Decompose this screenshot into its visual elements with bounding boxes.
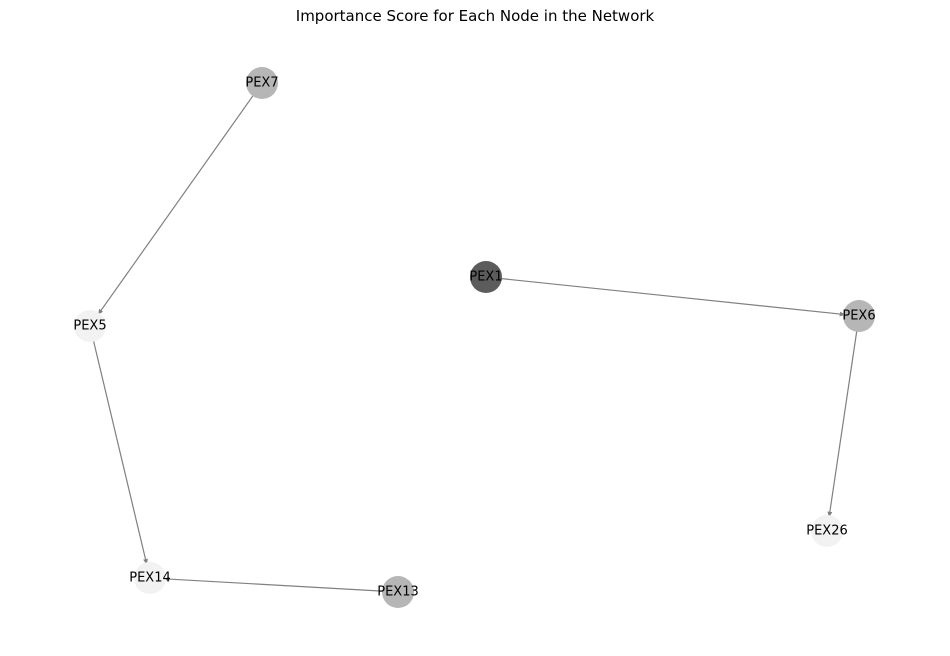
node-circle [811, 515, 843, 547]
edge-pex13-pex14 [163, 576, 389, 593]
node-pex14: PEX14 [129, 562, 171, 594]
node-label: PEX26 [806, 524, 848, 539]
node-circle [382, 576, 414, 608]
node-pex6: PEX6 [842, 300, 876, 332]
node-label: PEX6 [842, 309, 875, 324]
node-pex1: PEX1 [469, 261, 503, 293]
edge-pex6-pex26 [827, 325, 859, 518]
node-circle [134, 562, 166, 594]
node-pex7: PEX7 [245, 67, 279, 99]
node-label: PEX7 [245, 76, 278, 91]
node-pex13: PEX13 [377, 576, 419, 608]
edges-layer [91, 90, 859, 593]
node-label: PEX13 [377, 585, 419, 600]
node-pex5: PEX5 [73, 310, 107, 342]
node-circle [843, 300, 875, 332]
nodes-layer: PEX7 PEX5 PEX14 PEX13 PEX1 PEX6 PEX26 [73, 67, 876, 608]
node-pex26: PEX26 [806, 515, 848, 547]
edge-pex5-pex14 [91, 335, 148, 565]
node-label: PEX1 [469, 270, 502, 285]
node-label: PEX5 [73, 319, 106, 334]
edge-pex1-pex6 [495, 277, 846, 317]
node-circle [74, 310, 106, 342]
node-label: PEX14 [129, 571, 171, 586]
node-circle [470, 261, 502, 293]
diagram-title: Importance Score for Each Node in the Ne… [295, 7, 655, 25]
edge-pex7-pex5 [97, 90, 257, 316]
node-circle [246, 67, 278, 99]
